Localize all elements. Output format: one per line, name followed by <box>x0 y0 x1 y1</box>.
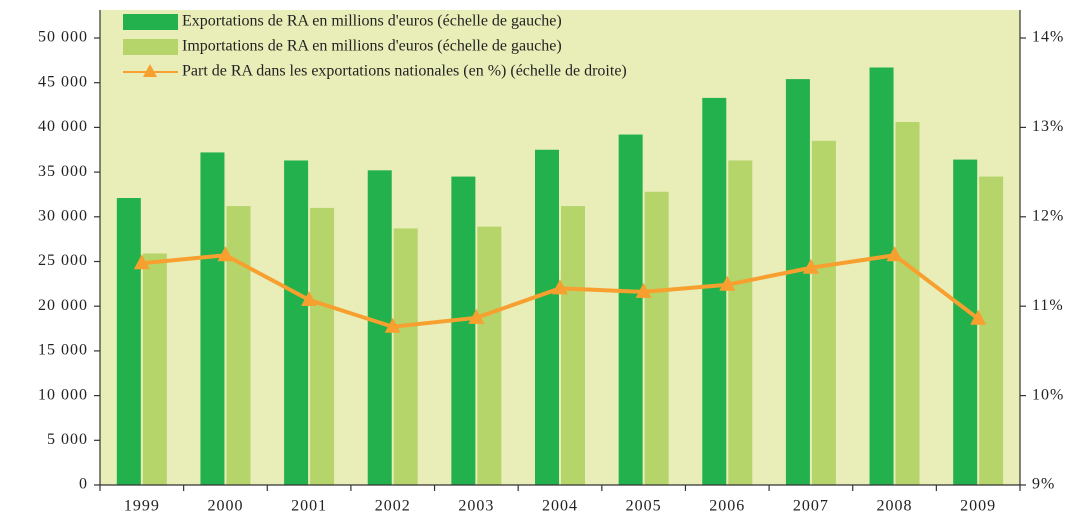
x-tick-label: 2008 <box>877 498 913 515</box>
legend-label: Importations de RA en millions d'euros (… <box>182 38 562 55</box>
legend-swatch <box>123 39 178 55</box>
x-tick-label: 1999 <box>124 498 160 515</box>
bar <box>811 140 836 485</box>
bar <box>142 253 167 485</box>
marker <box>635 282 652 298</box>
bar <box>728 160 753 485</box>
bar <box>644 191 669 485</box>
bar <box>477 226 502 485</box>
marker <box>468 308 485 324</box>
bar <box>535 149 559 485</box>
marker <box>802 258 819 274</box>
y-tick-label: 20 000 <box>38 297 88 314</box>
legend-swatch <box>123 14 178 30</box>
x-tick-label: 2007 <box>793 498 829 515</box>
marker <box>133 254 150 270</box>
bar <box>284 160 309 485</box>
bar <box>561 206 585 485</box>
y-tick-label: 45 000 <box>38 73 88 90</box>
marker <box>886 246 903 262</box>
x-tick-label: 2009 <box>960 498 996 515</box>
y2-tick-label: 14% <box>1032 29 1064 46</box>
bar <box>200 152 225 485</box>
x-tick-label: 2001 <box>291 498 327 515</box>
marker <box>301 290 318 306</box>
x-tick-label: 2005 <box>626 498 662 515</box>
y-tick-label: 0 <box>79 476 88 493</box>
bar <box>310 207 335 486</box>
y2-tick-label: 13% <box>1032 118 1064 135</box>
y-tick-label: 35 000 <box>38 163 88 180</box>
legend-label: Part de RA dans les exportations nationa… <box>182 63 627 80</box>
y2-tick-label: 11% <box>1032 297 1064 314</box>
y-tick-label: 15 000 <box>38 342 88 359</box>
y-tick-label: 30 000 <box>38 207 88 224</box>
bar <box>979 176 1004 485</box>
y-tick-label: 25 000 <box>38 252 88 269</box>
bar <box>116 198 141 485</box>
bar <box>869 67 894 485</box>
bar <box>702 97 727 485</box>
x-tick-label: 2004 <box>542 498 578 515</box>
bar <box>393 228 418 485</box>
y2-tick-label: 12% <box>1032 207 1064 224</box>
y-tick-label: 10 000 <box>38 386 88 403</box>
y-tick-label: 40 000 <box>38 118 88 135</box>
marker <box>384 317 401 333</box>
plot-background <box>100 10 1020 485</box>
legend-label: Exportations de RA en millions d'euros (… <box>182 13 562 30</box>
x-tick-label: 2000 <box>207 498 243 515</box>
marker <box>719 275 736 291</box>
marker <box>217 246 234 262</box>
x-tick-label: 2003 <box>458 498 494 515</box>
y2-tick-label: 9% <box>1032 476 1055 493</box>
bar <box>451 176 476 485</box>
marker <box>552 279 568 295</box>
marker <box>970 309 987 325</box>
y2-tick-label: 10% <box>1032 386 1064 403</box>
x-tick-label: 2002 <box>375 498 411 515</box>
bar <box>895 122 920 485</box>
x-tick-label: 2006 <box>709 498 745 515</box>
legend-swatch <box>143 64 157 77</box>
bar <box>785 79 810 486</box>
bar <box>618 134 643 485</box>
bar <box>226 206 251 485</box>
y-tick-label: 50 000 <box>38 29 88 46</box>
y-tick-label: 5 000 <box>47 431 88 448</box>
